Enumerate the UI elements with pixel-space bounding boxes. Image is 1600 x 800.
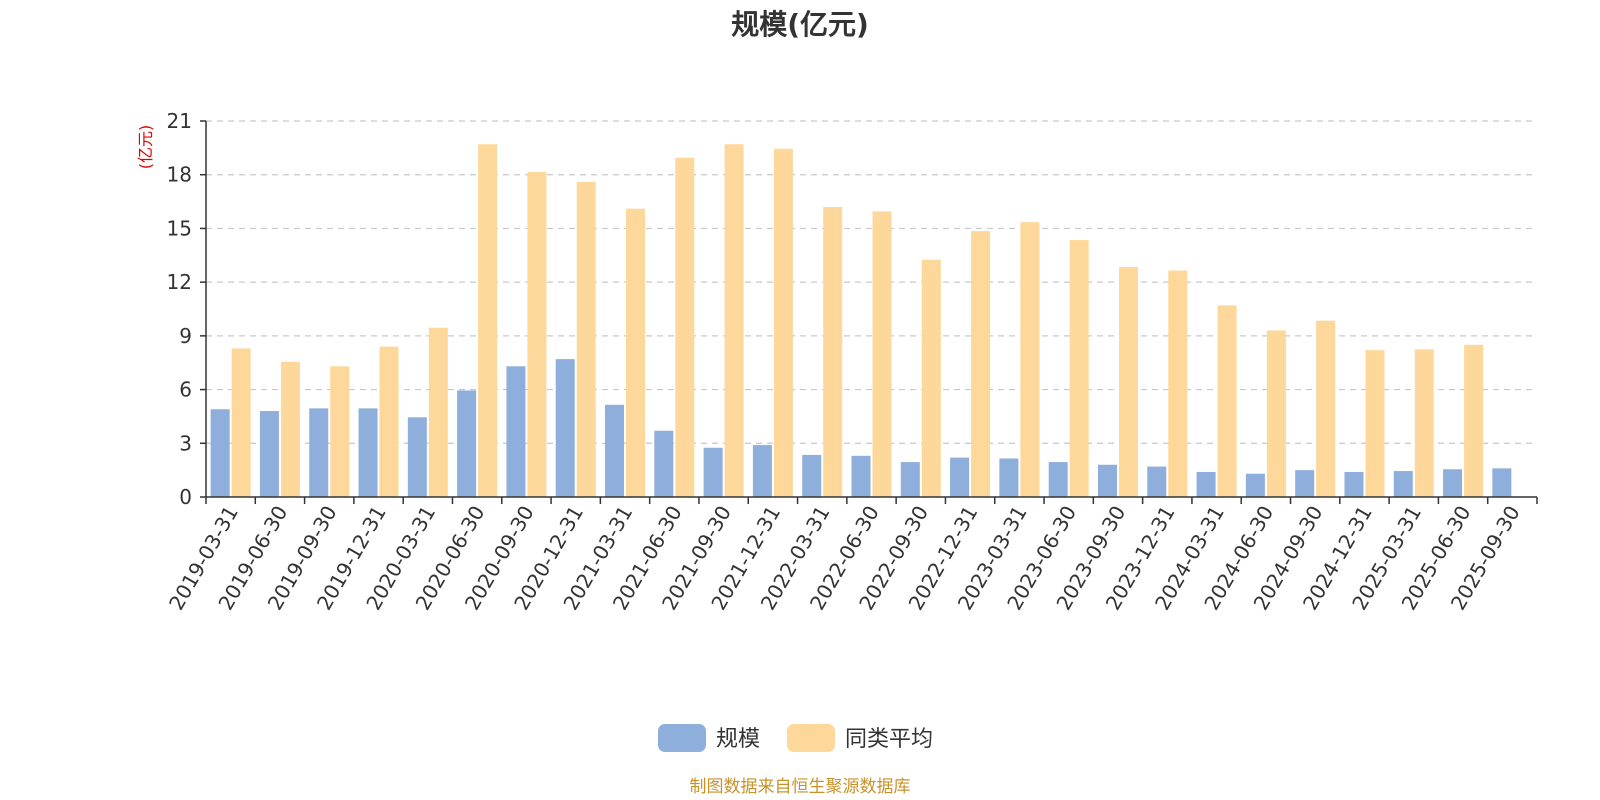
y-tick-label: 21 <box>167 109 192 133</box>
bar-peer-average <box>1414 349 1434 497</box>
bar-scale <box>1492 468 1512 497</box>
bar-peer-average <box>1217 305 1237 497</box>
y-tick-labels: 0 3 6 9 12 15 18 21 <box>167 109 192 509</box>
y-tick-label: 12 <box>167 270 192 294</box>
y-tick-label: 18 <box>167 163 192 187</box>
bar-scale <box>802 454 822 497</box>
y-tick-label: 15 <box>167 216 192 240</box>
bar-peer-average <box>872 211 892 497</box>
bar-scale <box>654 430 674 497</box>
legend-label: 规模 <box>716 727 760 752</box>
chart-title: 规模(亿元) <box>731 8 869 41</box>
legend: 规模 同类平均 <box>658 724 933 752</box>
bar-scale <box>950 457 970 497</box>
bar-peer-average <box>626 208 646 497</box>
bar-peer-average <box>1316 320 1336 497</box>
bar-peer-average <box>379 346 399 497</box>
bar-scale <box>1245 473 1265 497</box>
bars <box>210 144 1512 498</box>
bar-peer-average <box>1168 270 1188 497</box>
axes <box>200 120 1538 504</box>
bar-scale <box>703 447 723 497</box>
bar-scale <box>1048 462 1068 497</box>
grid-lines <box>206 120 1537 444</box>
bar-scale <box>851 455 871 497</box>
bar-scale <box>309 408 329 497</box>
bar-scale <box>605 404 625 497</box>
legend-swatch <box>658 724 706 752</box>
bar-scale <box>259 411 279 497</box>
y-tick-label: 0 <box>179 485 192 509</box>
bar-scale <box>1443 469 1463 497</box>
y-axis-unit: (亿元) <box>136 125 155 170</box>
bar-scale <box>1147 466 1167 497</box>
bar-peer-average <box>527 172 547 497</box>
bar-peer-average <box>330 366 350 497</box>
bar-peer-average <box>1069 240 1089 498</box>
bar-peer-average <box>675 157 695 497</box>
data-source-note: 制图数据来自恒生聚源数据库 <box>690 777 911 797</box>
bar-scale <box>1097 464 1117 497</box>
x-tick-labels: 2019-03-312019-06-302019-09-302019-12-31… <box>164 502 1525 615</box>
bar-peer-average <box>1020 222 1040 497</box>
y-tick-label: 9 <box>179 324 192 348</box>
bar-scale <box>457 390 477 497</box>
bar-scale <box>358 408 378 497</box>
bar-scale <box>555 359 575 497</box>
bar-peer-average <box>773 148 793 497</box>
bar-peer-average <box>921 259 941 497</box>
legend-label: 同类平均 <box>845 727 933 752</box>
bar-scale <box>999 458 1019 497</box>
bar-peer-average <box>1464 344 1484 497</box>
bar-peer-average <box>231 348 251 497</box>
bar-peer-average <box>478 144 498 497</box>
bar-peer-average <box>823 206 843 497</box>
bar-scale <box>1393 471 1413 497</box>
y-tick-label: 6 <box>179 378 192 402</box>
bar-peer-average <box>724 144 744 497</box>
bar-scale <box>1344 471 1364 497</box>
bar-scale <box>407 417 427 497</box>
bar-scale <box>1295 470 1315 497</box>
bar-scale <box>752 445 772 497</box>
bar-peer-average <box>1266 330 1286 497</box>
y-tick-label: 3 <box>179 431 192 455</box>
legend-swatch <box>787 724 835 752</box>
bar-peer-average <box>1118 266 1138 497</box>
bar-peer-average <box>576 181 596 497</box>
bar-scale <box>900 462 920 497</box>
bar-peer-average <box>428 327 448 497</box>
bar-scale <box>210 409 230 497</box>
bar-peer-average <box>971 231 991 497</box>
bar-peer-average <box>280 361 300 497</box>
bar-scale <box>506 366 526 497</box>
bar-scale <box>1196 471 1216 497</box>
bar-peer-average <box>1365 350 1385 497</box>
